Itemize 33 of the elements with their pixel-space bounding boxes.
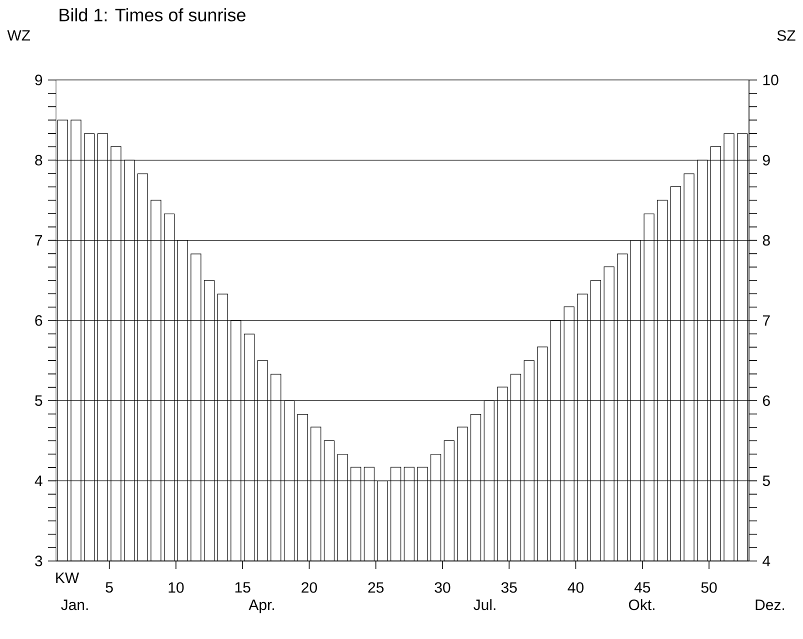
- x-axis-title: KW: [56, 572, 80, 583]
- y2-tick-label: 4: [762, 556, 770, 566]
- y-tick-label: 3: [35, 556, 42, 566]
- x-tick-label: 50: [701, 582, 717, 593]
- text: Okt.: [628, 599, 654, 610]
- text: Dez.: [756, 600, 784, 610]
- y-tick-label: 4: [34, 476, 42, 486]
- y-axis-title: WZ: [7, 30, 30, 41]
- x-tick-label: 35: [501, 582, 517, 593]
- y2-tick-label: 9: [762, 154, 770, 166]
- x-tick-label: 5: [106, 582, 113, 593]
- x-tick-label: 45: [634, 582, 650, 593]
- y-tick-label: 8: [35, 154, 42, 166]
- y2-tick-label: 7: [762, 315, 770, 326]
- text: Apr.: [248, 600, 274, 614]
- x-tick-label: 15: [235, 582, 250, 593]
- text: Jul.: [474, 599, 496, 610]
- y-tick-label: 7: [35, 235, 42, 246]
- x-tick-label: 20: [302, 582, 317, 593]
- y2-tick-label: 6: [762, 395, 770, 406]
- x-tick-label: 10: [168, 582, 184, 593]
- text: Jan.: [61, 600, 88, 610]
- y-tick-label: 6: [35, 315, 42, 326]
- y-tick-label: 9: [35, 74, 42, 86]
- x-tick-label: 25: [368, 582, 384, 593]
- y2-tick-label: 10: [763, 74, 778, 86]
- x-tick-label: 30: [434, 582, 450, 593]
- chart-title: Bild 1: Times of sunrise: [60, 8, 246, 22]
- y2-tick-label: 5: [762, 476, 770, 486]
- y2-tick-label: 8: [762, 235, 770, 246]
- x-tick-label: 40: [568, 582, 584, 593]
- y2-axis-title: SZ: [777, 30, 796, 41]
- y-tick-label: 5: [35, 395, 42, 406]
